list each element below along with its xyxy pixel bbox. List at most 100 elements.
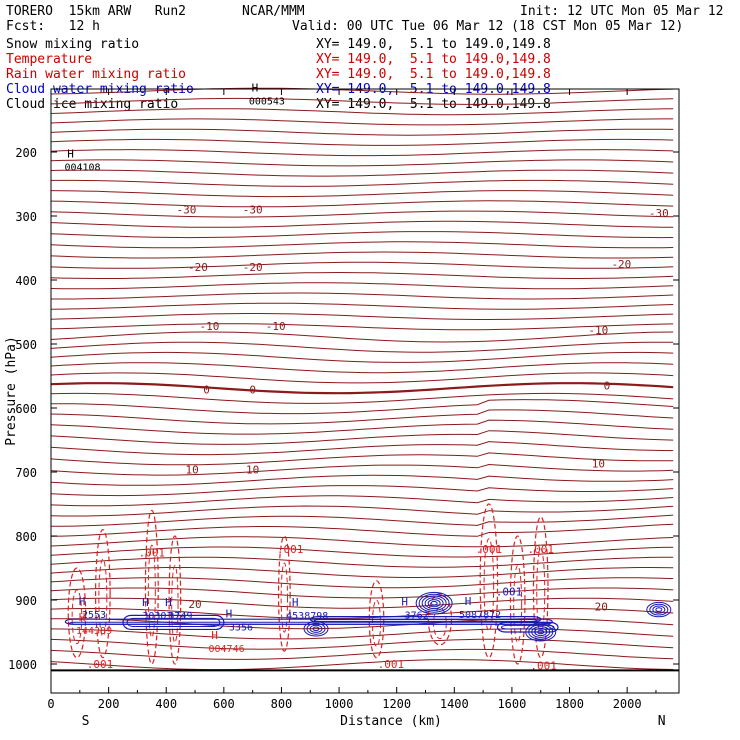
isotherm-line: [50, 261, 674, 269]
isotherm-line: [50, 362, 674, 374]
cloud-water-contour: [537, 629, 545, 635]
isotherm-line: [50, 495, 674, 507]
isotherm-line: [50, 463, 674, 476]
rain-contour: [144, 509, 159, 665]
x-tick-label: 1600: [497, 697, 526, 711]
y-tick-label: 1000: [8, 658, 37, 672]
x-end-label-north: N: [658, 714, 666, 729]
isotherm-line: [50, 441, 674, 456]
cloud-water-contour: [418, 593, 450, 613]
x-tick-label: 800: [271, 697, 293, 711]
header-model: TORERO 15km ARW Run2: [6, 4, 187, 19]
isotherm-line: [50, 587, 674, 599]
isotherm-line: [50, 341, 674, 353]
field-rain-xy: XY= 149.0, 5.1 to 149.0,149.8: [316, 67, 551, 82]
isotherm-line: [50, 271, 674, 279]
isotherm-label: -10: [266, 320, 286, 333]
rain-contour: [513, 565, 523, 643]
isotherm-line: [50, 372, 674, 384]
isotherm-line: [50, 523, 674, 537]
isotherm-label: 10: [186, 463, 199, 476]
extremum-value: 004746: [208, 644, 244, 655]
isotherm-line: [50, 149, 674, 157]
cloud-water-contour: [309, 624, 323, 633]
cloud-water-contour: [655, 607, 663, 612]
isotherm-line: [50, 546, 674, 558]
rain-label: .001: [476, 543, 503, 556]
extremum-value: 000543: [249, 97, 285, 108]
rain-contour: [171, 565, 179, 643]
cloud-water-contour: [415, 591, 453, 615]
header-fcst: Fcst: 12 h: [6, 19, 100, 34]
isotherm-line: [50, 210, 674, 218]
x-axis-label: Distance (km): [340, 714, 442, 729]
extremum-marker: H: [79, 595, 86, 608]
extremum-value: 144389: [76, 626, 112, 637]
temperature-contours: [50, 87, 679, 672]
extremum-marker: H: [211, 629, 218, 642]
cloud-water-contour: [424, 597, 444, 610]
x-end-label-south: S: [82, 714, 90, 729]
rain-label: .001: [530, 659, 557, 672]
extremum-marker: H: [226, 608, 233, 621]
isotherm-line: [50, 628, 674, 640]
rain-label: .001: [139, 547, 166, 560]
isotherm-label: 0: [604, 380, 611, 393]
isotherm-label: -20: [611, 258, 631, 271]
field-rain-name: Rain water mixing ratio: [6, 67, 187, 82]
isotherm-line: [50, 190, 674, 198]
extremum-marker: H: [252, 82, 259, 95]
rain-label: .001: [87, 658, 114, 671]
cloud-water-contour: [649, 603, 669, 616]
header-init: Init: 12 UTC Mon 05 Mar 12: [520, 4, 724, 19]
x-tick-label: 0: [47, 697, 54, 711]
extremum-marker: H: [401, 596, 408, 609]
isotherm-line: [50, 409, 674, 425]
isotherm-line: [50, 302, 674, 310]
rain-contour: [67, 567, 87, 659]
isotherm-line: [50, 282, 674, 290]
cloud-water-contour: [306, 622, 326, 635]
cloud-water-contour: [313, 619, 538, 623]
isotherm-label: -20: [188, 261, 208, 274]
isotherm-line: [50, 169, 674, 177]
extremum-marker: H: [292, 596, 299, 609]
y-tick-label: 900: [15, 594, 37, 608]
isotherm-line: [50, 128, 674, 136]
rain-contour: [483, 538, 495, 632]
field-temp-xy: XY= 149.0, 5.1 to 149.0,149.8: [316, 52, 551, 67]
cloud-water-contour: [126, 617, 221, 627]
cloud-water-contour: [303, 621, 329, 637]
isotherm-label: 20: [188, 598, 201, 611]
cloud-water-contour: [646, 601, 672, 618]
isotherm-line: [50, 618, 674, 630]
y-tick-label: 800: [15, 530, 37, 544]
x-tick-label: 2000: [613, 697, 642, 711]
cloud-water-contour: [525, 622, 557, 642]
cloud-water-contour: [534, 627, 548, 637]
rain-contour: [95, 528, 111, 659]
cloud-water-contour: [430, 600, 438, 606]
rain-contour: [71, 589, 83, 645]
isotherm-line: [50, 659, 674, 671]
isotherm-label: -30: [176, 204, 196, 217]
isotherm-line: [50, 514, 674, 527]
isotherm-label: -30: [243, 204, 263, 217]
y-tick-label: 200: [15, 146, 37, 160]
extremum-value: 004108: [64, 163, 100, 174]
field-snow-xy: XY= 149.0, 5.1 to 149.0,149.8: [316, 37, 551, 52]
isotherm-label: -10: [200, 320, 220, 333]
isotherm-line: [50, 200, 674, 208]
isotherm-line: [51, 399, 674, 415]
y-tick-label: 600: [15, 402, 37, 416]
cloud-label: .001: [496, 586, 523, 599]
extremum-marker: H: [465, 595, 472, 608]
cloud-water-contour: [652, 605, 666, 614]
isotherm-line: [50, 474, 674, 486]
isotherm-line: [50, 419, 674, 435]
rain-contours: [67, 503, 549, 665]
cloud-water-contour: [421, 595, 447, 611]
rain-contour: [509, 535, 526, 665]
extremum-marker: H: [165, 596, 172, 609]
